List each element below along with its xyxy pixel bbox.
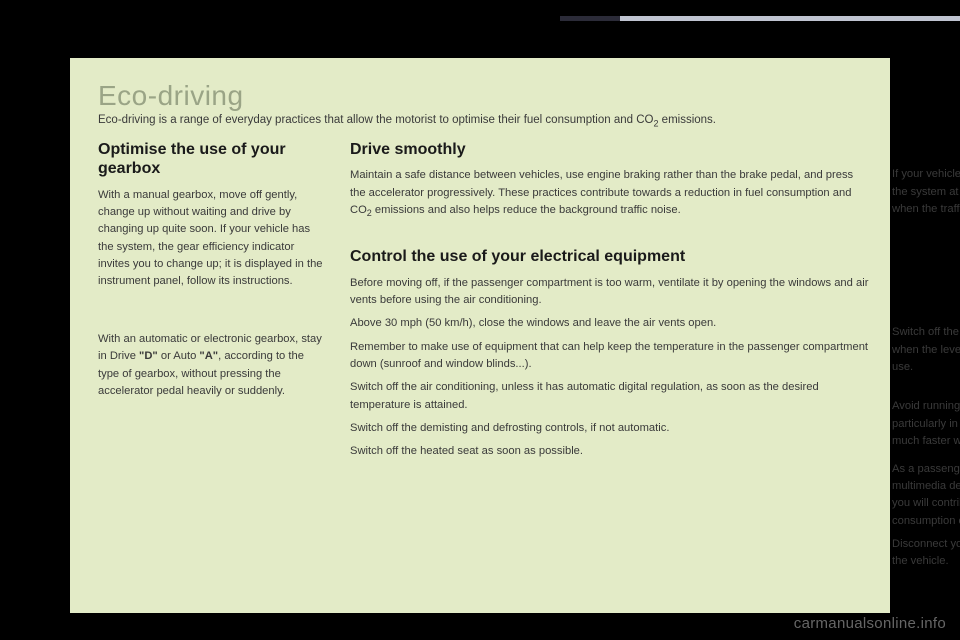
column-middle: Drive smoothly Maintain a safe distance … bbox=[350, 140, 870, 576]
right-p1: If your vehicle has cruise control, make… bbox=[892, 166, 960, 218]
content-panel: Eco-driving Eco-driving is a range of ev… bbox=[70, 58, 890, 613]
page: Eco-driving Eco-driving is a range of ev… bbox=[0, 0, 960, 640]
spacer bbox=[350, 231, 870, 247]
header-bar-light bbox=[620, 16, 960, 21]
watermark: carmanualsonline.info bbox=[794, 615, 946, 632]
gearbox-p2-bold2: "A" bbox=[199, 350, 218, 362]
gearbox-p1: With a manual gearbox, move off gently, … bbox=[98, 187, 328, 291]
right-p3: Avoid running the engine before moving o… bbox=[892, 398, 960, 450]
elec-p2: Before moving off, if the passenger comp… bbox=[350, 275, 870, 310]
gearbox-heading: Optimise the use of your gearbox bbox=[98, 140, 328, 178]
right-p4: As a passenger, if you avoid connecting … bbox=[892, 461, 960, 530]
right-p5: Disconnect your portable devices before … bbox=[892, 536, 960, 571]
header-bar-dark bbox=[560, 16, 620, 21]
gearbox-p2: With an automatic or electronic gearbox,… bbox=[98, 331, 328, 400]
page-title: Eco-driving bbox=[98, 80, 862, 112]
electrical-heading: Control the use of your electrical equip… bbox=[350, 247, 870, 266]
gearbox-p2-b: or Auto bbox=[158, 350, 200, 362]
spacer bbox=[892, 386, 960, 398]
gearbox-p2-bold1: "D" bbox=[139, 350, 158, 362]
drive-p1-b: emissions and also helps reduce the back… bbox=[372, 204, 681, 216]
column-left: Optimise the use of your gearbox With a … bbox=[98, 140, 328, 576]
elec-p5: Switch off the air conditioning, unless … bbox=[350, 379, 870, 414]
intro-post: emissions. bbox=[658, 114, 716, 126]
column-right: If your vehicle has cruise control, make… bbox=[892, 140, 960, 576]
columns: Optimise the use of your gearbox With a … bbox=[98, 140, 862, 576]
intro-pre: Eco-driving is a range of everyday pract… bbox=[98, 114, 653, 126]
elec-p7: Switch off the heated seat as soon as po… bbox=[350, 443, 870, 460]
right-p2: Switch off the headlamps and front fogla… bbox=[892, 324, 960, 376]
drive-heading: Drive smoothly bbox=[350, 140, 870, 159]
spacer bbox=[98, 301, 328, 331]
elec-p3: Above 30 mph (50 km/h), close the window… bbox=[350, 315, 870, 332]
drive-p1: Maintain a safe distance between vehicle… bbox=[350, 167, 870, 221]
intro-text: Eco-driving is a range of everyday pract… bbox=[98, 114, 862, 128]
spacer bbox=[892, 140, 960, 166]
header-accent-bar bbox=[560, 16, 960, 21]
spacer bbox=[892, 228, 960, 324]
elec-p6: Switch off the demisting and defrosting … bbox=[350, 420, 870, 437]
elec-p4: Remember to make use of equipment that c… bbox=[350, 339, 870, 374]
